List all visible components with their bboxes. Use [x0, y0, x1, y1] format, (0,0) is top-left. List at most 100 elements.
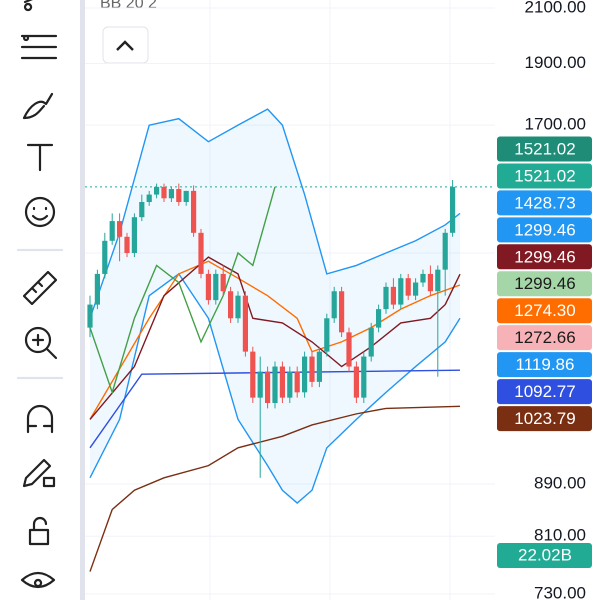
candle-body	[353, 366, 359, 398]
indicator-line	[89, 405, 461, 572]
price-tag	[497, 271, 592, 297]
candle-body	[405, 278, 411, 296]
candle-body	[94, 273, 100, 305]
candle-body	[413, 282, 419, 296]
candle-body	[228, 291, 234, 319]
toolbar-divider	[80, 0, 85, 600]
candle-body	[450, 186, 456, 233]
tool-fib[interactable]	[20, 34, 58, 60]
candle-body	[146, 194, 152, 203]
price-tag	[497, 190, 592, 216]
candle-body	[265, 371, 271, 403]
volume-tag	[497, 543, 592, 568]
price-tag-label: 1023.79	[514, 409, 575, 428]
tool-zoom[interactable]	[24, 326, 52, 354]
candle-body	[361, 356, 367, 398]
candle-body	[316, 351, 322, 382]
y-tick-label: 890.00	[534, 473, 586, 492]
price-tag-label: 1521.02	[514, 139, 575, 158]
candle-body	[213, 273, 219, 301]
candle-body	[250, 351, 256, 398]
candle-body	[420, 273, 426, 283]
candle-body	[324, 318, 330, 352]
tool-magnet[interactable]	[26, 404, 54, 434]
toolbar-separator	[16, 248, 64, 380]
candle-body	[309, 356, 315, 382]
candle-body	[339, 291, 345, 333]
price-tag	[497, 217, 592, 243]
price-tag	[497, 244, 592, 270]
candle-body	[302, 356, 308, 393]
tool-brush[interactable]	[22, 92, 54, 120]
candle-body	[383, 286, 389, 310]
collapse-button[interactable]	[102, 26, 149, 64]
toolbar-icons[interactable]	[16, 0, 64, 589]
price-tag	[497, 406, 592, 432]
band-fill	[90, 109, 460, 504]
tool-zoom-plus[interactable]	[31, 333, 58, 360]
y-tick-label: 810.00	[534, 526, 586, 545]
price-tag	[497, 379, 592, 405]
price-tag-label: 1521.02	[514, 166, 575, 185]
price-tag-label: 1119.86	[516, 355, 575, 374]
y-tick-label: 1700.00	[525, 115, 586, 134]
candle-body	[109, 221, 115, 241]
candle-body	[242, 295, 248, 352]
tool-ruler[interactable]	[22, 270, 58, 306]
candle-body	[398, 278, 404, 305]
candle-body	[205, 273, 211, 301]
tool-text[interactable]	[26, 143, 54, 172]
price-tag-label: 1299.46	[514, 274, 575, 293]
candle-body	[272, 366, 278, 403]
candle-body	[442, 232, 448, 270]
indicator-line	[89, 256, 461, 420]
candle-body	[346, 332, 352, 367]
candle-body	[168, 189, 174, 199]
candle-body	[427, 273, 433, 292]
y-tick-label: 2100.00	[525, 0, 586, 16]
price-tag	[497, 352, 592, 378]
candle-body	[176, 189, 182, 203]
candle-body	[102, 240, 108, 274]
candle-body	[220, 273, 226, 292]
price-tag	[497, 325, 592, 351]
candle-body	[154, 186, 160, 195]
candle-body	[131, 217, 137, 253]
candle-body	[161, 186, 167, 199]
candle-body	[124, 236, 130, 253]
price-tag	[497, 136, 592, 162]
candle-body	[235, 295, 241, 319]
y-tick-label: 1900.00	[525, 53, 586, 72]
candle-body	[279, 366, 285, 398]
toolbar	[0, 0, 80, 600]
candle-body	[139, 202, 145, 218]
y-tick-label: 730.00	[534, 583, 586, 600]
price-tag-label: 1428.73	[514, 193, 575, 212]
price-tag-label: 1274.30	[514, 301, 575, 320]
price-tag-label: 1299.46	[514, 220, 575, 239]
tool-eye[interactable]	[20, 571, 56, 589]
candle-body	[376, 309, 382, 328]
indicator-line	[89, 272, 461, 504]
volume-tag-label: 22.02B	[518, 545, 572, 564]
collapse-icon[interactable]	[116, 40, 134, 51]
price-tag-label: 1299.46	[514, 247, 575, 266]
tool-lines[interactable]	[23, 0, 40, 12]
tool-emoji[interactable]	[24, 196, 56, 228]
price-tag	[497, 163, 592, 189]
indicator-line	[89, 108, 461, 319]
candle-body	[198, 232, 204, 274]
candle-body	[287, 371, 293, 398]
candle-body	[331, 291, 337, 319]
candle-body	[294, 371, 300, 393]
tool-lock-draw[interactable]	[22, 458, 56, 488]
candle-body	[183, 190, 189, 203]
candle-body	[191, 190, 197, 233]
tool-unlock[interactable]	[28, 516, 50, 546]
price-tag-label: 1272.66	[514, 328, 575, 347]
candle-body	[435, 269, 441, 292]
tool-emoji-face[interactable]	[31, 206, 49, 221]
price-tag-label: 1092.77	[514, 382, 575, 401]
